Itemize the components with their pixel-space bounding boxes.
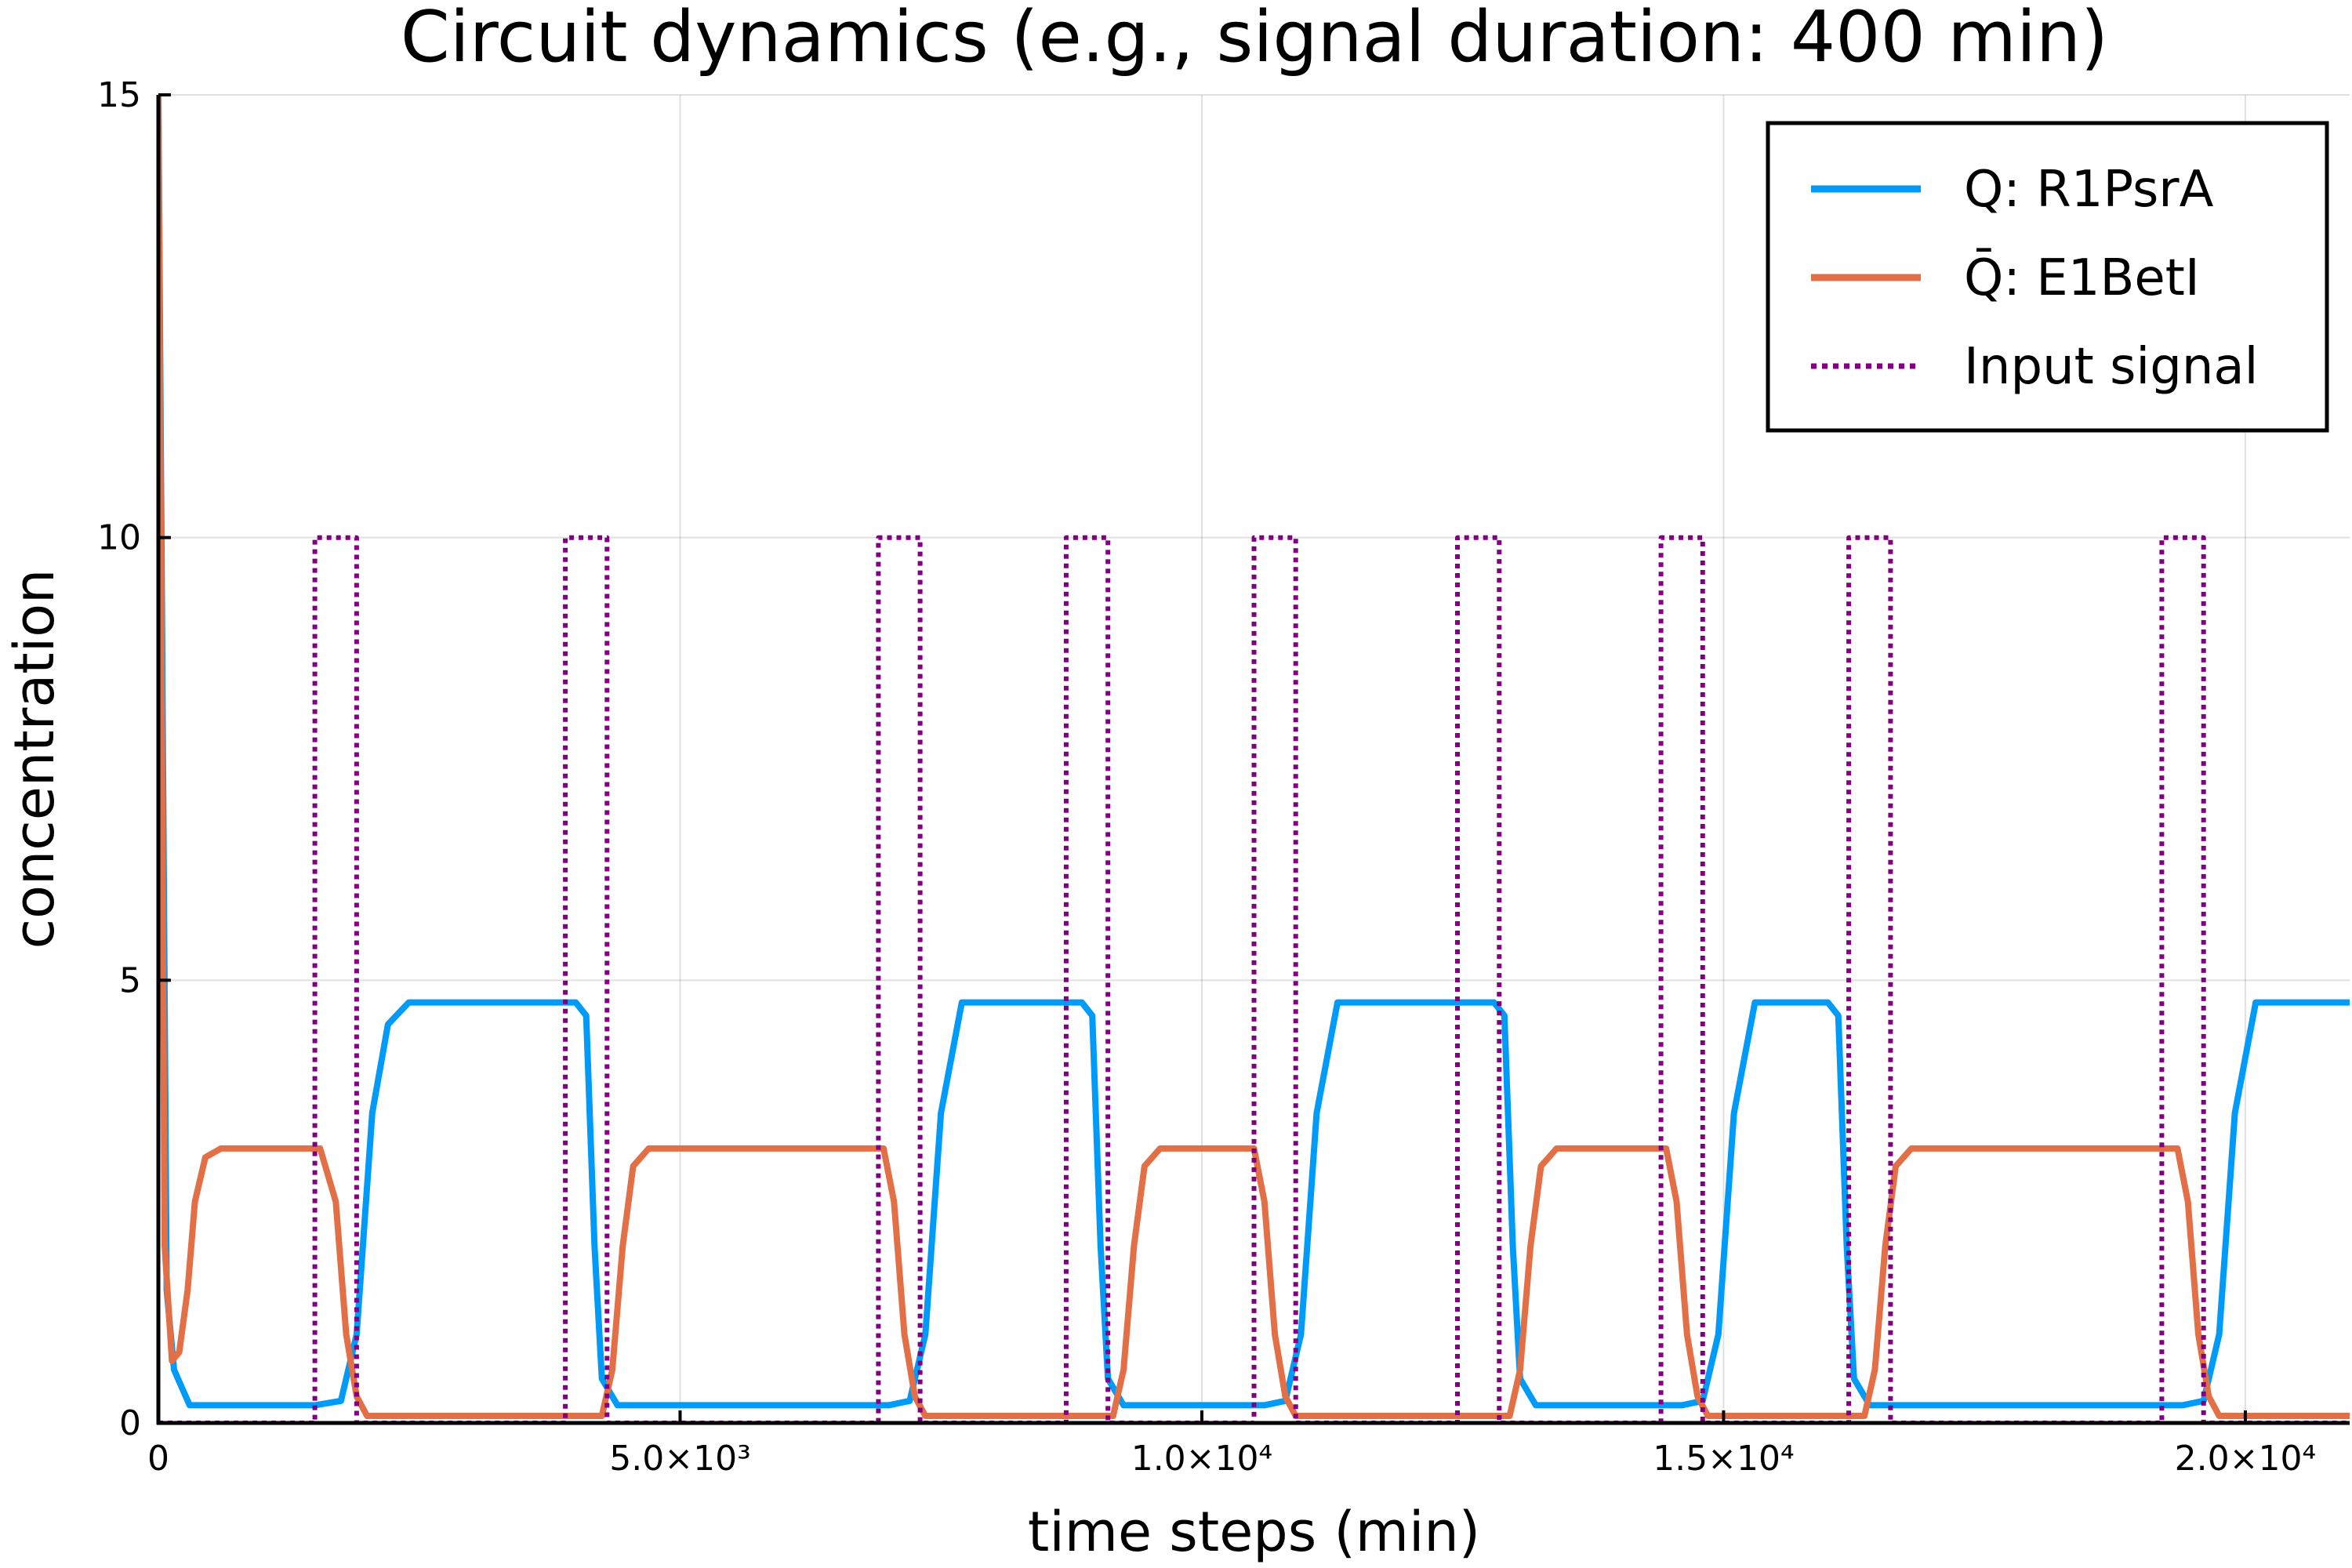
chart-title: Circuit dynamics (e.g., signal duration:…: [401, 0, 2108, 78]
x-ticks: 0 5.0×10³ 1.0×10⁴ 1.5×10⁴ 2.0×10⁴: [147, 1410, 2316, 1479]
y-tick-label: 5: [119, 960, 141, 1000]
y-tick-label: 15: [97, 75, 141, 115]
legend-label-1: Q̄: E1BetI: [1964, 248, 2200, 307]
x-tick-label: 1.0×10⁴: [1131, 1439, 1272, 1479]
axes: [156, 95, 2350, 1425]
series-group: [158, 94, 2350, 1423]
y-ticks: 0 5 10 15: [97, 75, 171, 1443]
legend-label-0: Q: R1PsrA: [1964, 161, 2214, 219]
y-tick-label: 0: [119, 1403, 141, 1443]
x-axis-title: time steps (min): [1028, 1500, 1480, 1564]
legend: Q: R1PsrA Q̄: E1BetI Input signal: [1766, 121, 2329, 433]
y-axis-title: concentration: [2, 569, 67, 949]
legend-label-2: Input signal: [1964, 338, 2258, 396]
y-tick-label: 10: [97, 518, 141, 558]
plot-area: [158, 94, 2350, 1423]
series-line-0: [158, 94, 2350, 1409]
x-tick-label: 0: [147, 1439, 169, 1479]
x-tick-label: 1.5×10⁴: [1653, 1439, 1794, 1479]
x-tick-label: 2.0×10⁴: [2175, 1439, 2316, 1479]
series-line-2: [158, 535, 2350, 1423]
series-line-1: [158, 94, 2350, 1419]
x-tick-label: 5.0×10³: [609, 1439, 750, 1479]
